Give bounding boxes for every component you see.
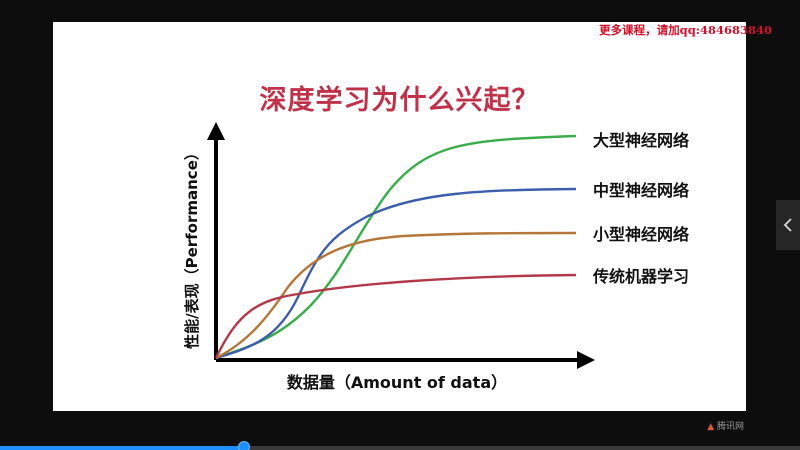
progress-bar[interactable] xyxy=(0,441,800,450)
slide: 深度学习为什么兴起？ 大型神经网络 中型神经网络 小型神经网络 传统机器学习 数… xyxy=(53,22,746,411)
series-label-large-nn: 大型神经网络 xyxy=(593,131,689,150)
chart-legend: 大型神经网络 中型神经网络 小型神经网络 传统机器学习 xyxy=(592,131,689,286)
progress-knob[interactable] xyxy=(238,441,250,450)
series-label-medium-nn: 中型神经网络 xyxy=(593,181,689,200)
y-axis-label: 性能/表现（Performance） xyxy=(183,145,201,349)
performance-chart: 大型神经网络 中型神经网络 小型神经网络 传统机器学习 数据量（Amount o… xyxy=(183,122,689,392)
series-line-medium-nn xyxy=(215,187,577,360)
chart-axes xyxy=(207,122,595,369)
series-label-traditional-ml: 传统机器学习 xyxy=(592,267,689,286)
x-axis-label: 数据量（Amount of data） xyxy=(287,373,507,392)
series-line-large-nn xyxy=(215,134,577,360)
series-line-traditional-ml xyxy=(214,273,577,359)
series-label-small-nn: 小型神经网络 xyxy=(593,225,689,244)
x-axis-arrow xyxy=(577,351,595,369)
flame-icon: ▲ xyxy=(707,422,715,432)
logo-text: 腾讯网 xyxy=(716,422,744,432)
side-panel-toggle[interactable] xyxy=(776,200,800,250)
series-line-small-nn xyxy=(215,231,577,360)
watermark-text: 更多课程，请加qq:484683840 xyxy=(599,23,772,37)
progress-fill xyxy=(0,446,244,450)
y-axis-arrow xyxy=(207,122,225,140)
slide-title: 深度学习为什么兴起？ xyxy=(259,85,540,116)
chart-curves xyxy=(214,134,577,360)
chevron-left-icon xyxy=(783,218,792,232)
player-logo: ▲ 腾讯网 xyxy=(707,419,744,432)
